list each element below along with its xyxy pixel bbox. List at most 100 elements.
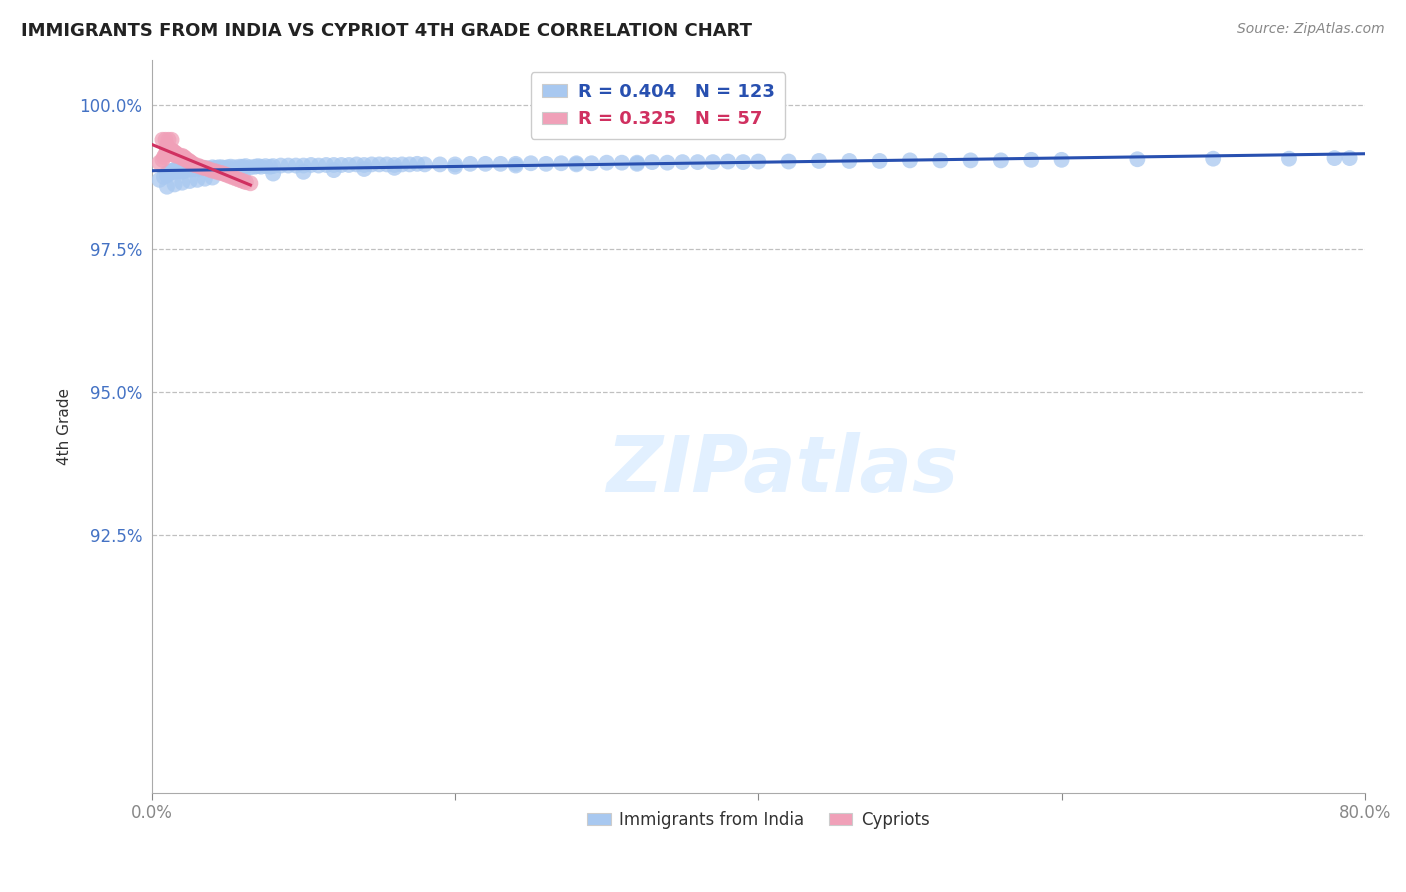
Point (429, 157, 451, 171)
Point (733, 155, 755, 169)
Point (778, 154, 800, 169)
Point (207, 161, 229, 175)
Point (391, 157, 413, 171)
Point (156, 141, 179, 155)
Point (214, 161, 236, 175)
Point (259, 160, 281, 174)
Point (505, 159, 527, 173)
Point (180, 155, 202, 169)
Point (346, 157, 368, 171)
Point (160, 145, 183, 159)
Point (232, 169, 254, 183)
Point (159, 145, 181, 160)
Point (174, 153, 197, 167)
Point (211, 166, 233, 180)
Point (163, 163, 186, 178)
Point (159, 145, 181, 159)
Point (176, 153, 198, 168)
Point (159, 147, 181, 161)
Point (235, 159, 257, 173)
Point (198, 162, 221, 177)
Point (1339, 151, 1361, 165)
Text: IMMIGRANTS FROM INDIA VS CYPRIOT 4TH GRADE CORRELATION CHART: IMMIGRANTS FROM INDIA VS CYPRIOT 4TH GRA… (21, 22, 752, 40)
Point (565, 156, 588, 170)
Point (163, 146, 186, 161)
Point (172, 176, 194, 190)
Point (159, 164, 181, 178)
Point (193, 161, 215, 176)
Point (204, 161, 226, 175)
Point (232, 160, 254, 174)
Point (156, 145, 179, 159)
Point (156, 166, 179, 180)
Point (177, 162, 200, 177)
Point (657, 155, 679, 169)
Point (384, 158, 406, 172)
Point (330, 158, 353, 172)
Point (160, 133, 183, 147)
Point (270, 159, 292, 173)
Point (165, 165, 187, 179)
Point (183, 161, 205, 176)
Point (308, 159, 330, 173)
Text: ZIPatlas: ZIPatlas (606, 432, 959, 508)
Point (194, 171, 217, 186)
Point (626, 155, 648, 169)
Point (398, 157, 420, 171)
Point (458, 157, 481, 171)
Point (172, 165, 194, 179)
Point (959, 153, 981, 168)
Point (322, 163, 344, 178)
Point (869, 153, 891, 168)
Point (186, 159, 208, 173)
Point (243, 160, 266, 174)
Point (179, 161, 201, 176)
Point (174, 162, 197, 177)
Point (610, 155, 633, 169)
Point (157, 133, 180, 147)
Point (207, 165, 229, 179)
Point (671, 155, 693, 169)
Point (337, 158, 360, 172)
Point (353, 158, 375, 172)
Point (534, 157, 557, 171)
Point (489, 157, 512, 171)
Point (990, 153, 1012, 168)
Point (156, 169, 179, 183)
Point (222, 170, 245, 185)
Point (195, 161, 218, 176)
Point (641, 155, 664, 169)
Point (152, 133, 174, 147)
Point (232, 174, 254, 188)
Point (225, 171, 247, 186)
Point (179, 154, 201, 169)
Point (262, 167, 284, 181)
Point (194, 161, 217, 175)
Point (174, 163, 197, 178)
Point (172, 149, 194, 163)
Point (162, 163, 184, 178)
Point (898, 153, 921, 168)
Point (413, 157, 436, 171)
Point (292, 159, 315, 173)
Point (165, 149, 187, 163)
Point (219, 160, 242, 174)
Point (163, 162, 186, 177)
Point (299, 158, 322, 172)
Point (186, 162, 208, 177)
Point (204, 164, 226, 178)
Point (152, 153, 174, 167)
Point (167, 164, 190, 178)
Point (384, 161, 406, 175)
Point (163, 145, 186, 160)
Point (177, 153, 200, 168)
Point (153, 150, 176, 164)
Point (277, 159, 299, 173)
Point (565, 157, 588, 171)
Point (173, 150, 195, 164)
Point (193, 161, 215, 175)
Point (353, 161, 375, 176)
Point (156, 167, 179, 181)
Point (229, 160, 252, 174)
Point (174, 151, 197, 165)
